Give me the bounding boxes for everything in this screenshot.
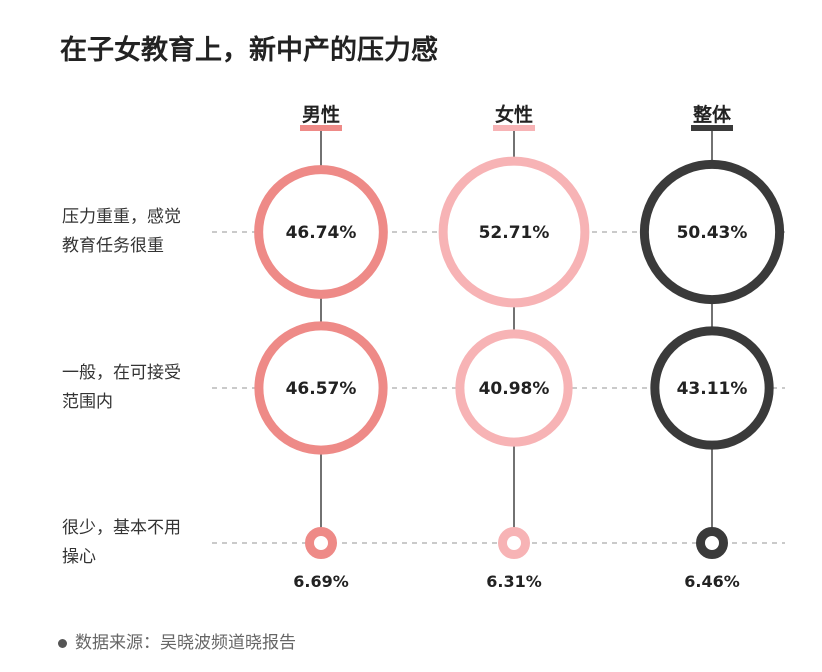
chart-title: 在子女教育上，新中产的压力感: [60, 35, 438, 66]
data-label: 46.57%: [286, 379, 357, 399]
column-header: 整体: [693, 103, 732, 126]
row-label: 压力重重，感觉 教育任务很重: [62, 207, 181, 256]
bubble: [696, 527, 728, 559]
bubble: [254, 321, 388, 455]
bubble: [498, 527, 530, 559]
bullet-icon: [58, 638, 67, 648]
bubble: [650, 326, 774, 450]
data-label: 52.71%: [479, 223, 550, 243]
column-header-bar: [493, 125, 535, 131]
column-header: 女性: [495, 103, 533, 126]
column-header-bar: [300, 125, 342, 131]
bubble: [639, 159, 785, 305]
data-label: 6.46%: [684, 572, 740, 591]
bubble: [254, 165, 388, 299]
source-text: 数据来源：吴晓波频道晓报告: [75, 633, 296, 653]
data-label: 6.31%: [486, 572, 542, 591]
source-note: 数据来源：吴晓波频道晓报告: [58, 628, 296, 653]
bubble: [455, 329, 573, 447]
column-header: 男性: [302, 103, 340, 126]
column-header-bar: [691, 125, 733, 131]
row-label: 一般，在可接受 范围内: [62, 363, 181, 412]
data-label: 40.98%: [479, 379, 550, 399]
data-label: 6.69%: [293, 572, 349, 591]
data-label: 46.74%: [286, 223, 357, 243]
bubble: [305, 527, 337, 559]
data-label: 43.11%: [677, 379, 748, 399]
data-label: 50.43%: [677, 223, 748, 243]
bubble: [438, 156, 590, 308]
row-label: 很少，基本不用 操心: [62, 518, 181, 567]
